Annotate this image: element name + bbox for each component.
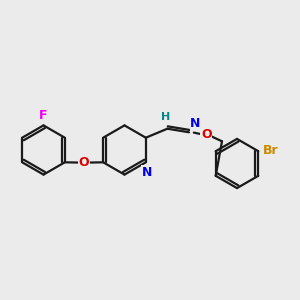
Text: F: F xyxy=(39,109,48,122)
Text: O: O xyxy=(201,128,212,141)
Text: Br: Br xyxy=(263,143,278,157)
Text: N: N xyxy=(190,117,201,130)
Text: O: O xyxy=(79,156,89,169)
Text: H: H xyxy=(161,112,170,122)
Text: N: N xyxy=(142,166,152,179)
